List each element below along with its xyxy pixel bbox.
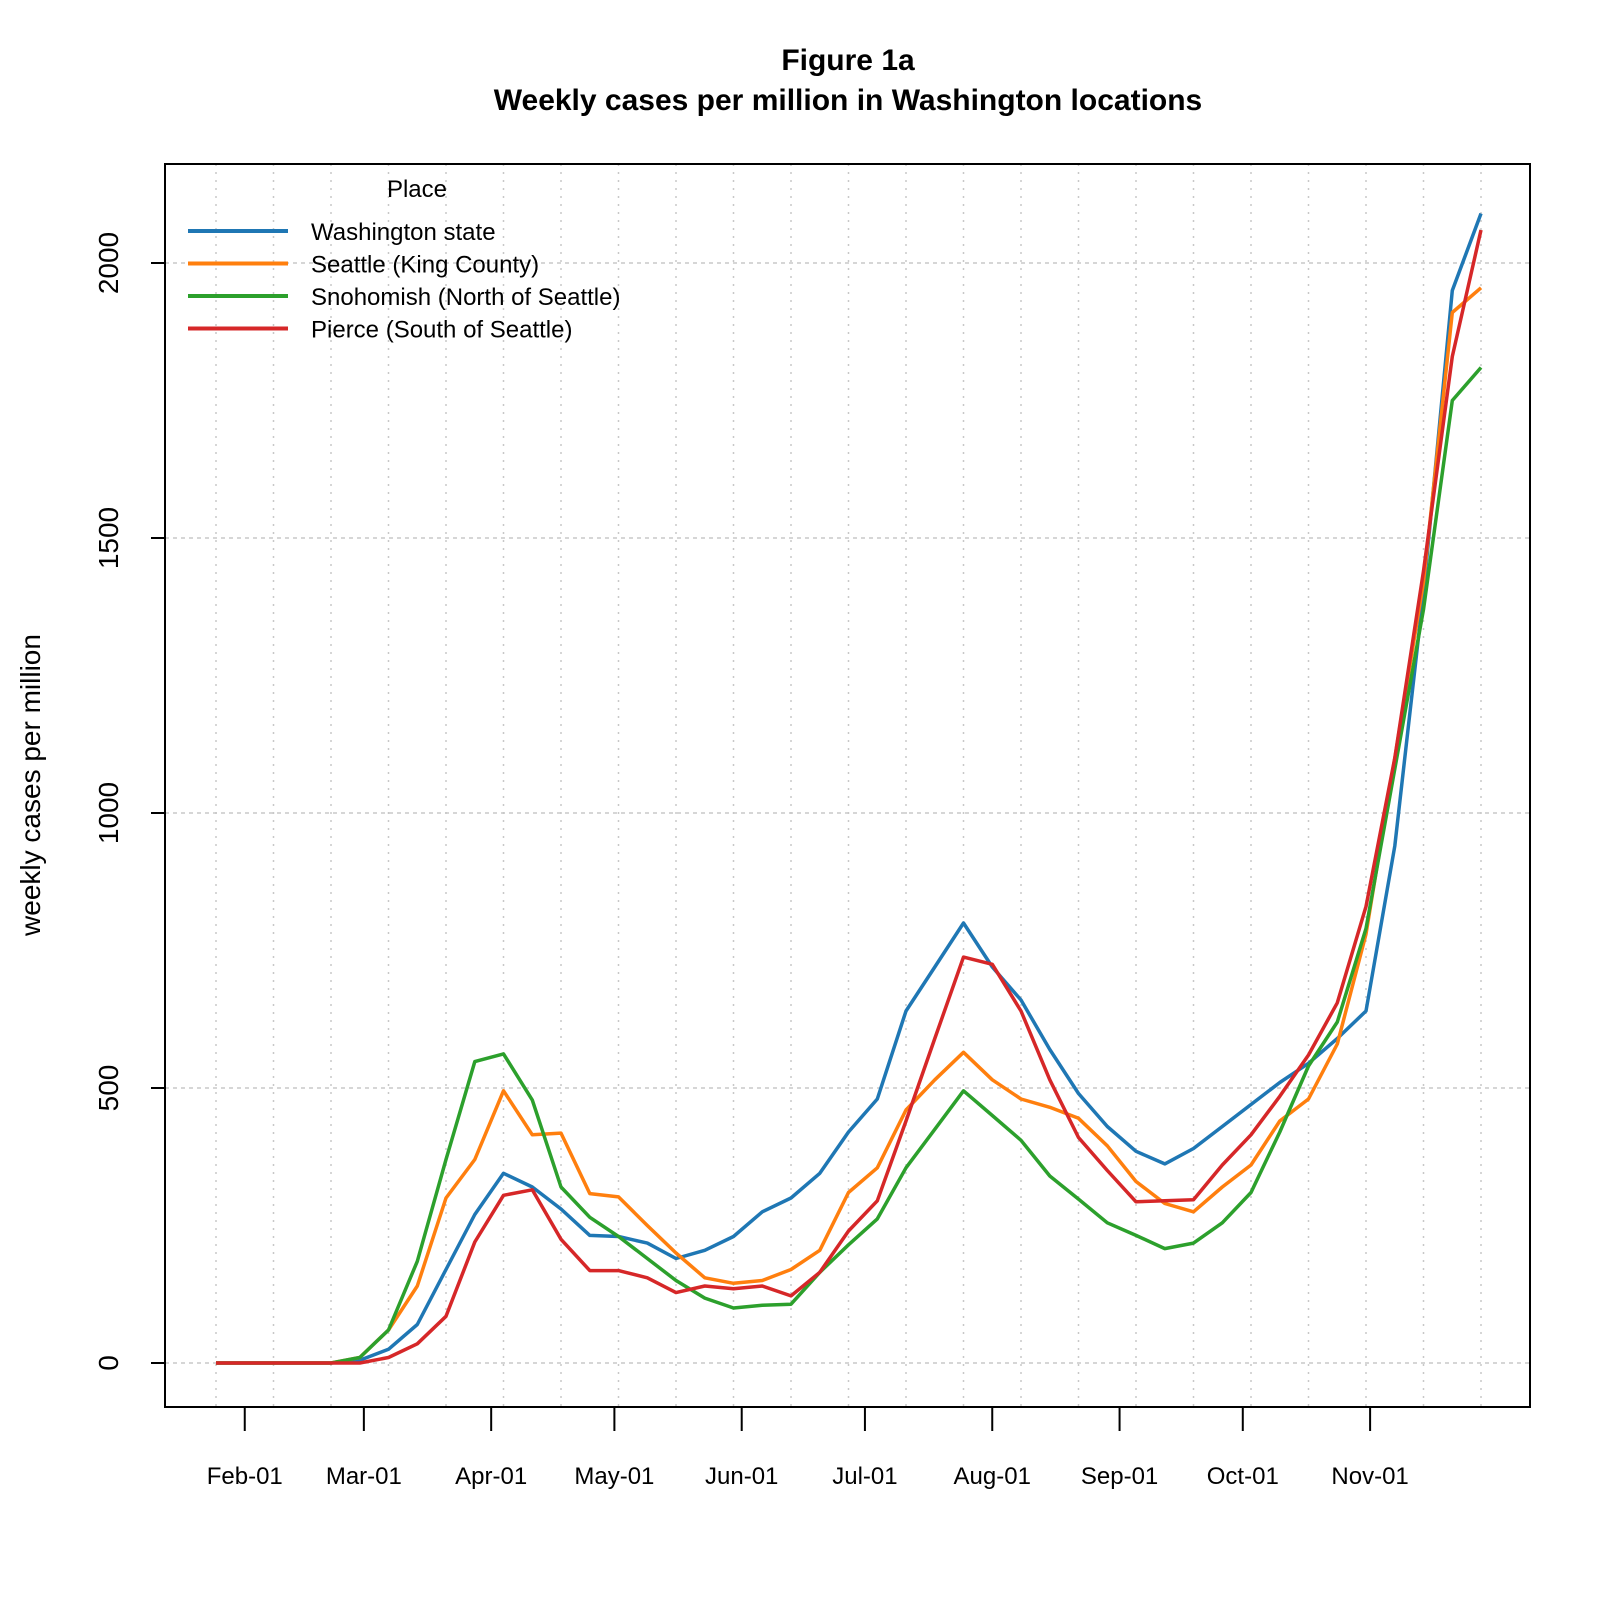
chart-title: Figure 1a [781, 44, 915, 77]
vertical-gridlines [215, 164, 1482, 1407]
legend-label: Pierce (South of Seattle) [311, 317, 572, 344]
y-tick-label: 1000 [93, 782, 124, 844]
y-axis: 0 500 1000 1500 2000 [93, 232, 165, 1371]
x-tick-label: Apr-01 [455, 1463, 527, 1490]
x-tick-label: Sep-01 [1081, 1463, 1158, 1490]
y-tick-label: 2000 [93, 232, 124, 294]
legend-label: Seattle (King County) [311, 252, 539, 279]
horizontal-gridlines [165, 262, 1530, 1364]
chart-subtitle: Weekly cases per million in Washington l… [493, 84, 1203, 117]
y-tick-label: 0 [93, 1355, 124, 1371]
x-tick-label: Feb-01 [207, 1463, 283, 1490]
series-line-1 [216, 212, 1483, 1365]
x-tick-label: Oct-01 [1207, 1463, 1279, 1490]
series-line-2 [216, 286, 1483, 1365]
plot-frame [164, 163, 1531, 1408]
y-tick-label: 1500 [93, 507, 124, 569]
series-line-3 [216, 366, 1483, 1365]
x-tick-label: Nov-01 [1331, 1463, 1408, 1490]
legend-label: Washington state [311, 219, 496, 246]
x-tick-label: Mar-01 [326, 1463, 402, 1490]
y-tick-label: 500 [93, 1065, 124, 1112]
series-line-4 [216, 229, 1483, 1365]
x-tick-label: Jul-01 [832, 1463, 897, 1490]
series-lines [216, 212, 1483, 1365]
x-tick-label: Jun-01 [705, 1463, 778, 1490]
legend: Place Washington state Seattle (King Count… [188, 176, 620, 344]
y-axis-label: weekly cases per million [15, 634, 46, 937]
x-axis: Feb-01 Mar-01 Apr-01 May-01 Jun-01 Jul-01 Aug-… [207, 1407, 1409, 1490]
x-tick-label: Aug-01 [954, 1463, 1031, 1490]
legend-title: Place [387, 176, 447, 203]
legend-label: Snohomish (North of Seattle) [311, 284, 620, 311]
x-tick-label: May-01 [574, 1463, 654, 1490]
